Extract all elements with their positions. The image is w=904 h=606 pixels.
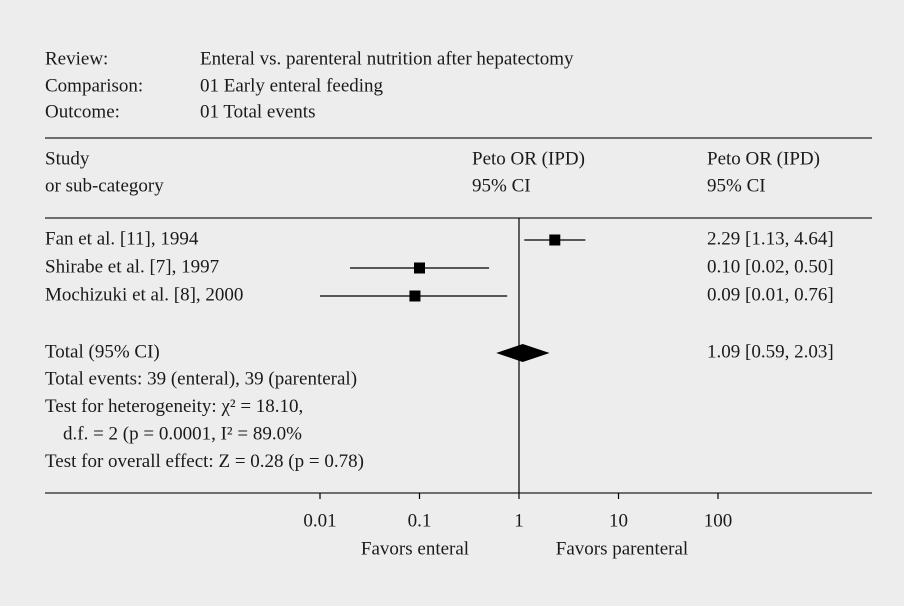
favors-right: Favors parenteral <box>556 538 688 559</box>
estimate-label: 2.29 [1.13, 4.64] <box>707 228 834 249</box>
x-tick-label: 1 <box>514 510 524 531</box>
column-header: Peto OR (IPD) <box>472 148 585 169</box>
point-estimate <box>414 262 425 274</box>
note: d.f. = 2 (p = 0.0001, I² = 89.0% <box>63 423 302 444</box>
point-estimate <box>409 290 421 302</box>
point-estimate <box>549 234 561 246</box>
outcome-label: Outcome: <box>45 101 120 122</box>
study-name: Fan et al. [11], 1994 <box>45 228 199 249</box>
x-tick-label: 10 <box>609 510 628 531</box>
study-name: Shirabe et al. [7], 1997 <box>45 256 219 277</box>
favors-left: Favors enteral <box>361 538 469 559</box>
comparison: 01 Early enteral feeding <box>200 75 384 96</box>
summary-diamond <box>496 344 550 362</box>
x-tick-label: 0.1 <box>408 510 432 531</box>
comparison-label: Comparison: <box>45 75 143 96</box>
column-header: 95% CI <box>707 175 766 196</box>
column-header: or sub-category <box>45 175 164 196</box>
outcome: 01 Total events <box>200 101 315 122</box>
study-name: Mochizuki et al. [8], 2000 <box>45 284 243 305</box>
column-header: Peto OR (IPD) <box>707 148 820 169</box>
x-tick-label: 0.01 <box>303 510 336 531</box>
estimate-label: 1.09 [0.59, 2.03] <box>707 341 834 362</box>
x-tick-label: 100 <box>704 510 733 531</box>
estimate-label: 0.10 [0.02, 0.50] <box>707 256 834 277</box>
review: Enteral vs. parenteral nutrition after h… <box>200 48 574 69</box>
total-name: Total (95% CI) <box>45 341 160 362</box>
column-header: 95% CI <box>472 175 531 196</box>
estimate-label: 0.09 [0.01, 0.76] <box>707 284 834 305</box>
note: Test for heterogeneity: χ² = 18.10, <box>45 396 303 417</box>
note: Total events: 39 (enteral), 39 (parenter… <box>45 368 357 389</box>
column-header: Study <box>45 148 90 169</box>
review-label: Review: <box>45 48 108 69</box>
note: Test for overall effect: Z = 0.28 (p = 0… <box>45 451 364 472</box>
